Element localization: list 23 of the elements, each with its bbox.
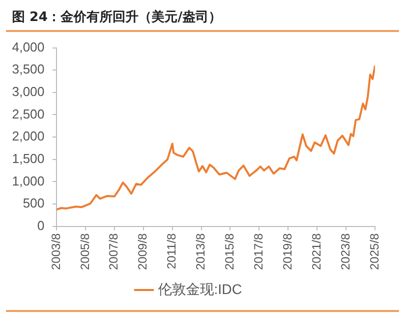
y-tick-label: 1,000 [12,173,45,188]
x-tick-label: 2019/8 [280,232,294,270]
x-tick-label: 2009/8 [136,232,150,270]
y-tick-label: 4,000 [12,39,45,54]
x-tick-label: 2011/8 [164,232,179,270]
x-tick-label: 2021/8 [309,232,324,270]
y-tick-label: 2,000 [12,128,45,144]
y-tick-label: 2,500 [12,106,45,122]
x-tick-label: 2003/8 [48,232,63,270]
y-tick-label: 500 [22,196,45,211]
x-tick-label: 2023/8 [338,232,352,270]
y-tick-label: 0 [37,218,45,233]
x-tick-label: 2007/8 [106,232,121,270]
legend-label: 伦敦金现:IDC [158,280,242,297]
y-tick-label: 1,500 [12,150,45,166]
x-tick-label: 2017/8 [252,232,266,270]
x-tick-label: 2015/8 [222,232,237,270]
x-tick-label: 2005/8 [78,232,92,270]
chart-title: 图 24：金价有所回升（美元/盎司） [6,0,399,32]
y-tick-label: 3,500 [12,62,45,77]
y-tick-label: 3,000 [12,84,45,99]
x-tick-label: 2013/8 [194,232,208,270]
x-tick-label: 2025/8 [367,232,382,270]
